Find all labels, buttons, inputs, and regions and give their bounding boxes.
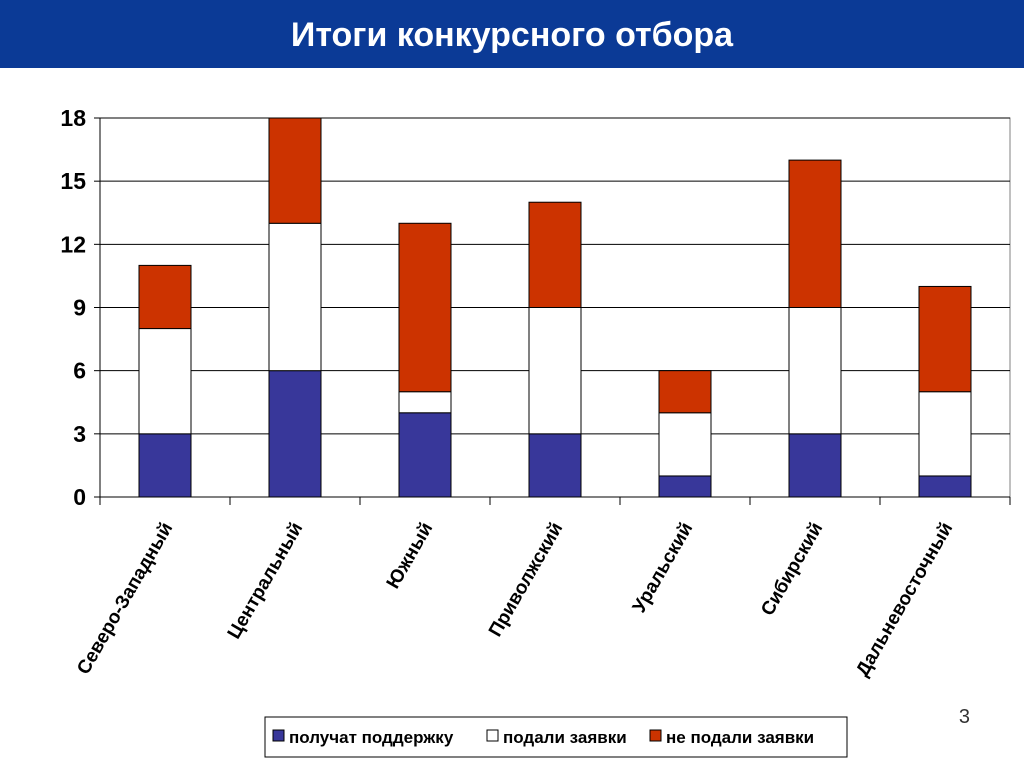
category-label: Центральный — [224, 519, 308, 643]
axes — [94, 117, 1011, 505]
bar-segment — [528, 201, 582, 309]
bar-segment — [528, 307, 582, 435]
bar-segment — [268, 222, 322, 372]
bar-segment — [268, 117, 322, 224]
category-label: Южный — [383, 519, 438, 592]
category-labels: Северо-Западный Центральный Южный Приволжск… — [73, 519, 957, 680]
y-tick-label: 18 — [60, 105, 86, 131]
bar-segment — [658, 475, 712, 498]
y-tick-label: 3 — [73, 421, 86, 447]
page-number: 3 — [958, 706, 970, 728]
bar-segment — [788, 159, 842, 308]
y-tick-label: 12 — [60, 231, 86, 257]
bars — [138, 117, 972, 498]
y-tick-label: 6 — [73, 358, 86, 384]
bar-segment — [528, 433, 582, 498]
category-label: Дальневосточный — [852, 519, 957, 680]
bar-segment — [138, 328, 192, 435]
y-tick-label: 9 — [73, 295, 86, 321]
slide-title: Итоги конкурсного отбора — [290, 16, 734, 54]
category-label: Сибирский — [757, 519, 827, 619]
legend-swatch — [649, 729, 662, 742]
bar-segment — [138, 433, 192, 498]
bar-segment — [398, 391, 452, 414]
bar-segment — [918, 391, 972, 477]
bar-segment — [268, 370, 322, 498]
bar-segment — [788, 307, 842, 435]
legend: получат поддержку подали заявки не подали … — [264, 716, 848, 758]
bar-segment — [788, 433, 842, 498]
bar-segment — [398, 412, 452, 498]
legend-swatch — [272, 729, 285, 742]
title-bar: Итоги конкурсного отбора — [0, 0, 1024, 68]
category-label: Приволжский — [485, 519, 567, 641]
legend-box — [264, 716, 848, 758]
y-tick-label: 0 — [73, 484, 86, 510]
y-tick-labels: 0 3 6 9 12 15 18 — [60, 105, 86, 510]
category-label: Северо-Западный — [73, 519, 177, 678]
bar-segment — [398, 222, 452, 393]
legend-label: получат поддержку — [289, 728, 454, 747]
bar-segment — [918, 285, 972, 393]
legend-swatch — [486, 729, 499, 742]
bar-segment — [138, 264, 192, 330]
legend-label: не подали заявки — [666, 728, 814, 747]
bar-segment — [658, 412, 712, 477]
category-label: Уральский — [629, 519, 697, 617]
legend-label: подали заявки — [503, 728, 627, 747]
y-tick-label: 15 — [60, 168, 86, 194]
bar-segment — [918, 475, 972, 498]
bar-segment — [658, 370, 712, 414]
